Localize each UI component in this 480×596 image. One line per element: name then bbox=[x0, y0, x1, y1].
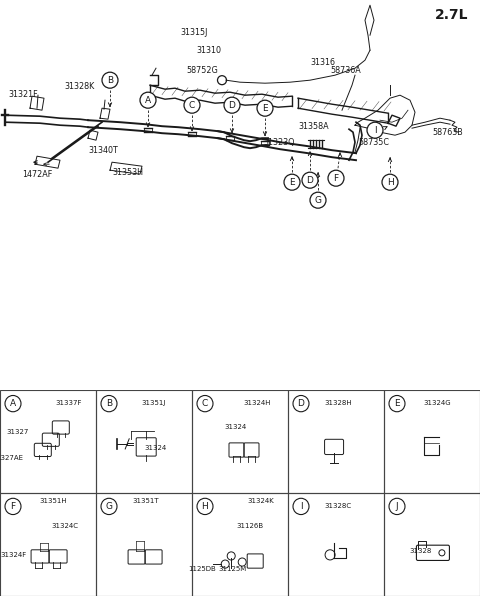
Bar bbox=[0, 390, 96, 493]
Text: 58735C: 58735C bbox=[358, 138, 389, 147]
Text: 31327: 31327 bbox=[6, 429, 28, 434]
Text: 31324C: 31324C bbox=[52, 523, 79, 529]
Circle shape bbox=[328, 170, 344, 186]
Bar bbox=[288, 493, 384, 596]
Text: 2.7L: 2.7L bbox=[434, 8, 468, 22]
Circle shape bbox=[102, 72, 118, 88]
Text: 31126B: 31126B bbox=[236, 523, 263, 529]
Bar bbox=[192, 390, 288, 493]
Circle shape bbox=[293, 396, 309, 412]
Text: 31125M: 31125M bbox=[218, 566, 246, 572]
Text: I: I bbox=[374, 126, 376, 135]
Bar bbox=[288, 390, 384, 493]
Text: 31324: 31324 bbox=[144, 445, 167, 451]
Text: A: A bbox=[10, 399, 16, 408]
Text: 31351H: 31351H bbox=[39, 498, 67, 504]
Circle shape bbox=[389, 498, 405, 514]
Text: 31351T: 31351T bbox=[132, 498, 159, 504]
Text: 31323Q: 31323Q bbox=[264, 138, 295, 147]
Text: 31328H: 31328H bbox=[324, 400, 352, 406]
Bar bbox=[0, 493, 96, 596]
Text: 1472AF: 1472AF bbox=[22, 170, 52, 179]
Text: 31358A: 31358A bbox=[298, 122, 329, 131]
Text: 58763B: 58763B bbox=[432, 128, 463, 136]
Circle shape bbox=[197, 498, 213, 514]
Circle shape bbox=[224, 97, 240, 113]
Text: H: H bbox=[202, 502, 208, 511]
Text: 31328: 31328 bbox=[409, 548, 432, 554]
Circle shape bbox=[101, 498, 117, 514]
Text: 31328K: 31328K bbox=[64, 82, 94, 91]
Circle shape bbox=[389, 396, 405, 412]
Text: 31324F: 31324F bbox=[0, 552, 26, 558]
Text: 31316: 31316 bbox=[310, 58, 335, 67]
Text: C: C bbox=[202, 399, 208, 408]
Text: 31324H: 31324H bbox=[243, 400, 271, 406]
Circle shape bbox=[184, 97, 200, 113]
Text: 31324K: 31324K bbox=[248, 498, 275, 504]
Text: 31340T: 31340T bbox=[88, 145, 118, 155]
Circle shape bbox=[284, 174, 300, 190]
Text: G: G bbox=[106, 502, 112, 511]
Text: I: I bbox=[300, 502, 302, 511]
Bar bbox=[96, 493, 192, 596]
Circle shape bbox=[101, 396, 117, 412]
Bar bbox=[96, 390, 192, 493]
Text: F: F bbox=[11, 502, 15, 511]
Circle shape bbox=[302, 172, 318, 188]
Text: 31310: 31310 bbox=[196, 46, 221, 55]
Text: G: G bbox=[314, 195, 322, 204]
Circle shape bbox=[293, 498, 309, 514]
Bar bbox=[384, 493, 480, 596]
Circle shape bbox=[5, 498, 21, 514]
Text: B: B bbox=[106, 399, 112, 408]
Text: 58752G: 58752G bbox=[186, 66, 218, 74]
Circle shape bbox=[5, 396, 21, 412]
Text: 58736A: 58736A bbox=[330, 66, 361, 74]
Text: E: E bbox=[262, 104, 268, 113]
Text: B: B bbox=[107, 76, 113, 85]
Text: 31351J: 31351J bbox=[142, 400, 166, 406]
Text: J: J bbox=[396, 502, 398, 511]
Text: 31328C: 31328C bbox=[324, 502, 351, 508]
Text: 1327AE: 1327AE bbox=[0, 455, 23, 461]
Text: D: D bbox=[298, 399, 304, 408]
Bar bbox=[192, 493, 288, 596]
Circle shape bbox=[310, 192, 326, 208]
Text: 31324G: 31324G bbox=[423, 400, 451, 406]
Bar bbox=[384, 390, 480, 493]
Text: F: F bbox=[334, 173, 338, 183]
Text: 31321F: 31321F bbox=[8, 89, 37, 99]
Circle shape bbox=[382, 174, 398, 190]
Circle shape bbox=[197, 396, 213, 412]
Text: 31315J: 31315J bbox=[180, 27, 207, 37]
Circle shape bbox=[257, 100, 273, 116]
Text: E: E bbox=[289, 178, 295, 187]
Text: E: E bbox=[394, 399, 400, 408]
Text: 31337F: 31337F bbox=[56, 400, 83, 406]
Text: 1125DB: 1125DB bbox=[188, 566, 216, 572]
Text: A: A bbox=[145, 96, 151, 105]
Text: 31324: 31324 bbox=[224, 424, 246, 430]
Text: C: C bbox=[189, 101, 195, 110]
Text: D: D bbox=[228, 101, 235, 110]
Circle shape bbox=[367, 122, 383, 138]
Text: D: D bbox=[307, 176, 313, 185]
Circle shape bbox=[140, 92, 156, 108]
Text: 31353H: 31353H bbox=[112, 167, 143, 176]
Text: H: H bbox=[386, 178, 394, 187]
